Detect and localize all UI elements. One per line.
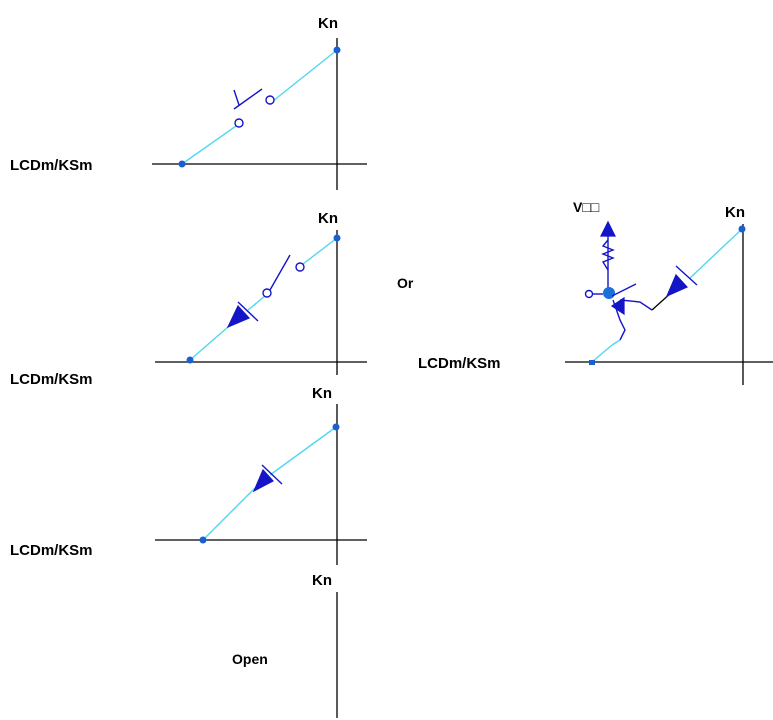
node-label-kn: Kn	[318, 15, 338, 32]
line-label-lcdm-ksm: LCDm/KSm	[10, 542, 93, 559]
wire-segment	[302, 237, 338, 265]
panel-switch-diode: Kn LCDm/KSm	[10, 210, 367, 388]
node-dot	[333, 234, 341, 242]
diode-icon	[226, 304, 251, 329]
node-dot	[738, 225, 746, 233]
switch-lever	[269, 254, 291, 291]
transistor-emitter-arrow	[610, 296, 625, 316]
diode-bar	[261, 464, 283, 485]
panel-transistor-alternative: Kn LCDm/KSm V□□	[418, 199, 773, 385]
node-dot	[178, 160, 186, 168]
node-label-kn: Kn	[312, 385, 332, 402]
supply-arrow-icon	[600, 220, 616, 237]
node-dot	[333, 46, 341, 54]
open-label: Open	[232, 651, 268, 667]
resistor-icon	[601, 239, 615, 271]
node-label-kn: Kn	[318, 210, 338, 227]
panel-diode: Kn LCDm/KSm	[10, 385, 367, 565]
wire-segment	[591, 344, 613, 363]
diode-icon	[665, 273, 689, 298]
node-dot	[199, 536, 207, 544]
node-label-kn: Kn	[312, 572, 332, 589]
wire-segment	[611, 339, 621, 346]
panel-open: Kn Open	[232, 572, 338, 718]
node-label-kn: Kn	[725, 204, 745, 221]
switch-contact	[295, 262, 305, 272]
or-label: Or	[397, 275, 414, 291]
switch-contact	[234, 118, 244, 128]
line-label-lcdm-ksm: LCDm/KSm	[418, 355, 501, 372]
wire-segment	[202, 487, 256, 541]
wire-segment	[269, 426, 337, 476]
node-dot	[589, 360, 595, 365]
wire-segment	[189, 326, 229, 361]
panel-switch: Kn LCDm/KSm	[10, 15, 367, 190]
wire-segment	[181, 125, 237, 165]
wire-segment	[247, 295, 266, 311]
transistor-icon	[611, 283, 637, 341]
node-dot	[186, 356, 194, 364]
switch-lever	[233, 88, 263, 110]
line-label-lcdm-ksm: LCDm/KSm	[10, 371, 93, 388]
diode-bar	[675, 265, 698, 286]
supply-label-vdd: V□□	[573, 199, 600, 215]
line-label-lcdm-ksm: LCDm/KSm	[10, 157, 93, 174]
node-dot	[332, 423, 340, 431]
wire-segment	[272, 49, 338, 102]
transistor-collector	[619, 299, 653, 311]
base-contact	[584, 289, 594, 299]
base-node-dot	[603, 287, 615, 299]
switch-contact	[265, 95, 275, 105]
wire-segment	[689, 228, 743, 279]
diode-icon	[252, 468, 274, 493]
switch-contact	[262, 288, 272, 298]
diode-bar	[237, 301, 259, 322]
